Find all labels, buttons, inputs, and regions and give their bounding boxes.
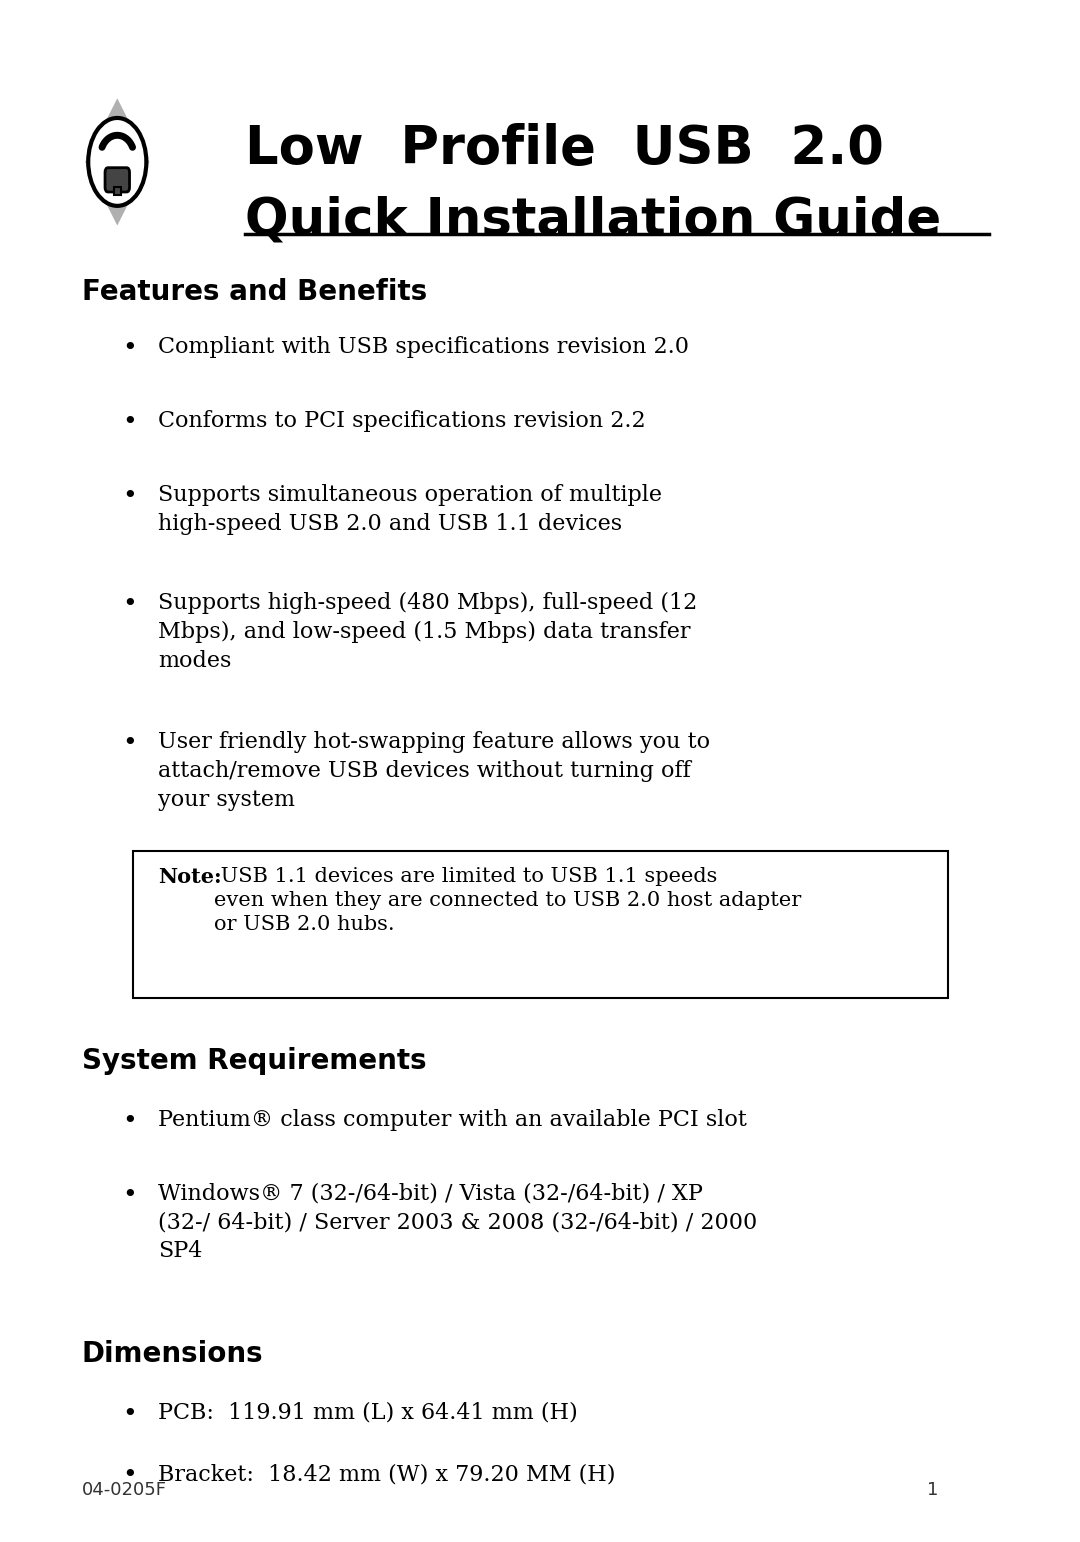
Text: •: • <box>122 484 137 509</box>
Text: •: • <box>122 1402 137 1426</box>
Text: Pentium® class computer with an available PCI slot: Pentium® class computer with an availabl… <box>158 1109 747 1130</box>
Text: •: • <box>122 1109 137 1133</box>
Text: PCB:  119.91 mm (L) x 64.41 mm (H): PCB: 119.91 mm (L) x 64.41 mm (H) <box>158 1402 578 1423</box>
Text: 04-0205F: 04-0205F <box>82 1480 166 1499</box>
Text: Bracket:  18.42 mm (W) x 79.20 MM (H): Bracket: 18.42 mm (W) x 79.20 MM (H) <box>158 1463 616 1485</box>
FancyBboxPatch shape <box>105 168 130 191</box>
Text: •: • <box>122 410 137 435</box>
Text: 1: 1 <box>927 1480 939 1499</box>
Text: •: • <box>122 592 137 617</box>
Text: Windows® 7 (32-/64-bit) / Vista (32-/64-bit) / XP
(32-/ 64-bit) / Server 2003 & : Windows® 7 (32-/64-bit) / Vista (32-/64-… <box>158 1183 757 1263</box>
Text: •: • <box>122 1463 137 1488</box>
Text: Dimensions: Dimensions <box>82 1340 264 1368</box>
FancyBboxPatch shape <box>133 851 948 998</box>
Text: •: • <box>122 1183 137 1207</box>
Text: Supports simultaneous operation of multiple
high-speed USB 2.0 and USB 1.1 devic: Supports simultaneous operation of multi… <box>158 484 662 535</box>
Text: System Requirements: System Requirements <box>82 1047 427 1075</box>
Text: Compliant with USB specifications revision 2.0: Compliant with USB specifications revisi… <box>158 336 689 358</box>
Text: User friendly hot-swapping feature allows you to
attach/remove USB devices witho: User friendly hot-swapping feature allow… <box>158 731 711 811</box>
Polygon shape <box>113 187 121 196</box>
Text: •: • <box>122 731 137 756</box>
Text: •: • <box>122 336 137 361</box>
Text: USB 1.1 devices are limited to USB 1.1 speeds
even when they are connected to US: USB 1.1 devices are limited to USB 1.1 s… <box>214 867 801 934</box>
Circle shape <box>89 119 147 207</box>
Text: Low  Profile  USB  2.0: Low Profile USB 2.0 <box>245 123 883 176</box>
Text: Features and Benefits: Features and Benefits <box>82 278 427 305</box>
Text: Conforms to PCI specifications revision 2.2: Conforms to PCI specifications revision … <box>158 410 646 432</box>
Polygon shape <box>85 99 149 225</box>
Text: Supports high-speed (480 Mbps), full-speed (12
Mbps), and low-speed (1.5 Mbps) d: Supports high-speed (480 Mbps), full-spe… <box>158 592 698 672</box>
Text: Quick Installation Guide: Quick Installation Guide <box>245 196 941 245</box>
Text: Note:: Note: <box>158 867 221 887</box>
